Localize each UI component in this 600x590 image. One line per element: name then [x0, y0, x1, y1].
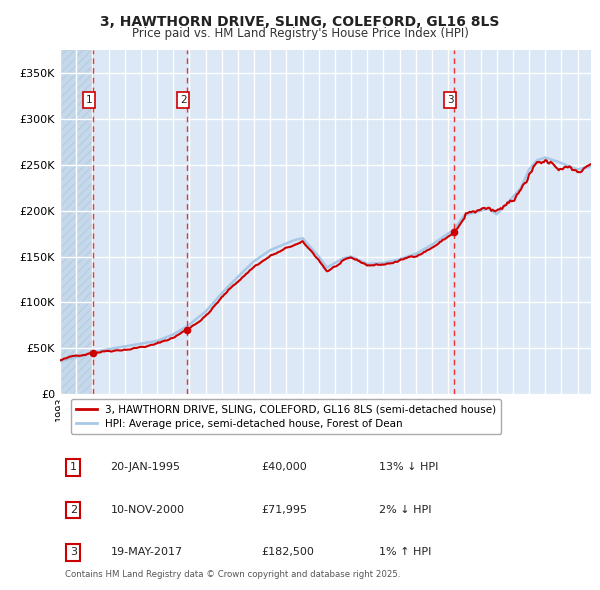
Text: 2% ↓ HPI: 2% ↓ HPI	[379, 505, 431, 515]
Legend: 3, HAWTHORN DRIVE, SLING, COLEFORD, GL16 8LS (semi-detached house), HPI: Average: 3, HAWTHORN DRIVE, SLING, COLEFORD, GL16…	[71, 399, 501, 434]
Text: £40,000: £40,000	[262, 463, 308, 473]
Bar	[60, 50, 93, 394]
Text: Contains HM Land Registry data © Crown copyright and database right 2025.: Contains HM Land Registry data © Crown c…	[65, 571, 401, 579]
Text: 1% ↑ HPI: 1% ↑ HPI	[379, 548, 431, 558]
Text: 3: 3	[447, 95, 454, 105]
Text: £71,995: £71,995	[262, 505, 308, 515]
Text: £182,500: £182,500	[262, 548, 314, 558]
Text: 1: 1	[86, 95, 92, 105]
Text: 3, HAWTHORN DRIVE, SLING, COLEFORD, GL16 8LS: 3, HAWTHORN DRIVE, SLING, COLEFORD, GL16…	[100, 15, 500, 29]
Text: 10-NOV-2000: 10-NOV-2000	[110, 505, 184, 515]
Text: 2: 2	[70, 505, 77, 515]
Text: 1: 1	[70, 463, 77, 473]
Text: 19-MAY-2017: 19-MAY-2017	[110, 548, 182, 558]
Text: 13% ↓ HPI: 13% ↓ HPI	[379, 463, 438, 473]
Text: Price paid vs. HM Land Registry's House Price Index (HPI): Price paid vs. HM Land Registry's House …	[131, 27, 469, 40]
Text: 3: 3	[70, 548, 77, 558]
Text: 2: 2	[180, 95, 187, 105]
Text: 20-JAN-1995: 20-JAN-1995	[110, 463, 181, 473]
